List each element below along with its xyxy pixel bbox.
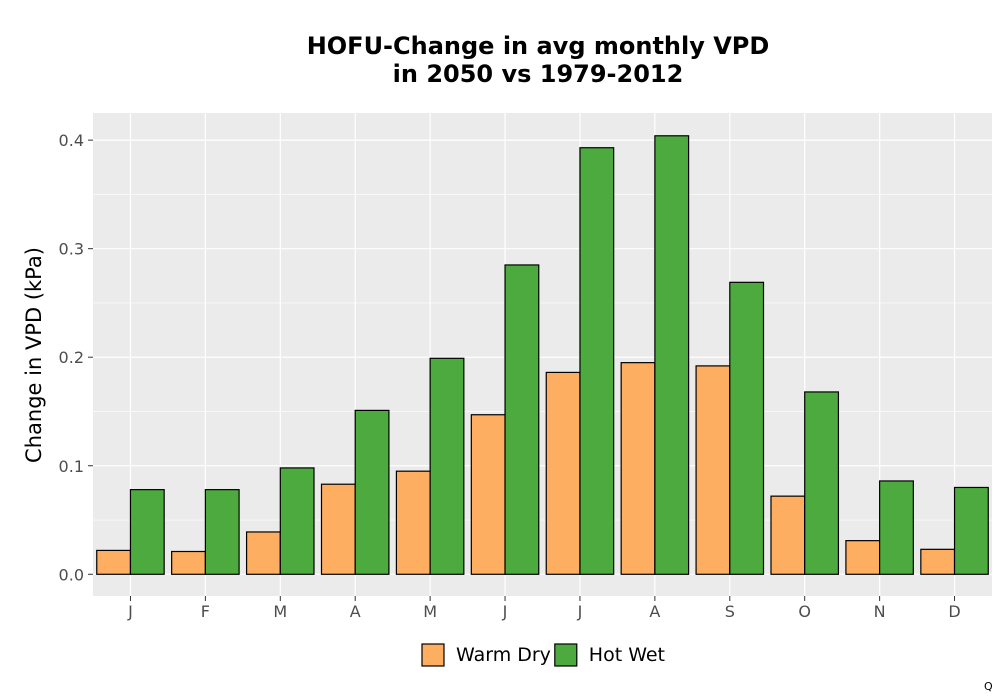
legend[interactable]: Warm Dry Hot Wet xyxy=(421,643,665,667)
x-tick-label: J xyxy=(502,602,508,621)
bar-hot-wet[interactable] xyxy=(953,486,989,575)
bar-warm-dry[interactable] xyxy=(470,414,506,575)
bar-warm-dry[interactable] xyxy=(920,548,956,575)
bar-warm-dry[interactable] xyxy=(395,470,431,575)
x-tick-label: J xyxy=(127,602,133,621)
y-tick-label: 0.0 xyxy=(59,565,84,584)
legend-item[interactable]: Warm Dry xyxy=(421,643,551,667)
x-tick-label: F xyxy=(201,602,210,621)
bar-hot-wet[interactable] xyxy=(654,135,690,575)
bar-warm-dry[interactable] xyxy=(845,540,881,575)
bar-hot-wet[interactable] xyxy=(729,281,765,575)
bar-hot-wet[interactable] xyxy=(579,147,615,575)
x-tick-label: M xyxy=(423,602,437,621)
legend-key xyxy=(421,643,445,667)
y-tick-label: 0.3 xyxy=(59,240,84,259)
bar-warm-dry[interactable] xyxy=(96,549,132,575)
y-tick-label: 0.1 xyxy=(59,457,84,476)
bar-hot-wet[interactable] xyxy=(279,467,315,575)
bar-warm-dry[interactable] xyxy=(245,531,281,575)
plot-panel xyxy=(93,113,992,596)
x-tick-label: D xyxy=(948,602,960,621)
y-tick-label: 0.2 xyxy=(59,348,84,367)
x-tick-label: O xyxy=(798,602,811,621)
bar-warm-dry[interactable] xyxy=(545,371,581,575)
x-tick-label: N xyxy=(874,602,886,621)
corner-mark: Q xyxy=(984,680,993,693)
legend-key xyxy=(554,643,578,667)
bar-warm-dry[interactable] xyxy=(770,495,806,575)
y-axis: 0.0 0.1 0.2 0.3 0.4 xyxy=(59,131,93,584)
bar-hot-wet[interactable] xyxy=(129,489,165,575)
x-tick-label: A xyxy=(350,602,361,621)
chart-title-line: HOFU-Change in avg monthly VPD xyxy=(307,32,770,60)
bar-hot-wet[interactable] xyxy=(804,391,840,575)
bar-warm-dry[interactable] xyxy=(171,550,206,575)
bar-hot-wet[interactable] xyxy=(879,480,914,575)
bar-hot-wet[interactable] xyxy=(429,357,465,575)
bar-hot-wet[interactable] xyxy=(354,409,390,575)
x-tick-label: J xyxy=(577,602,583,621)
legend-label: Hot Wet xyxy=(589,644,665,666)
bar-warm-dry[interactable] xyxy=(320,483,356,575)
chart-title-line: in 2050 vs 1979-2012 xyxy=(393,60,684,88)
x-tick-label: S xyxy=(725,602,735,621)
legend-item[interactable]: Hot Wet xyxy=(554,643,665,667)
x-tick-label: M xyxy=(273,602,287,621)
legend-label: Warm Dry xyxy=(456,644,551,666)
minor-gridlines xyxy=(93,194,992,521)
bar-hot-wet[interactable] xyxy=(204,489,240,575)
bars-group xyxy=(96,135,989,575)
bar-warm-dry[interactable] xyxy=(695,365,731,575)
y-axis-title: Change in VPD (kPa) xyxy=(22,247,46,463)
y-tick-label: 0.4 xyxy=(59,131,84,150)
bar-hot-wet[interactable] xyxy=(504,264,540,575)
bar-warm-dry[interactable] xyxy=(620,362,656,575)
x-tick-label: A xyxy=(649,602,660,621)
